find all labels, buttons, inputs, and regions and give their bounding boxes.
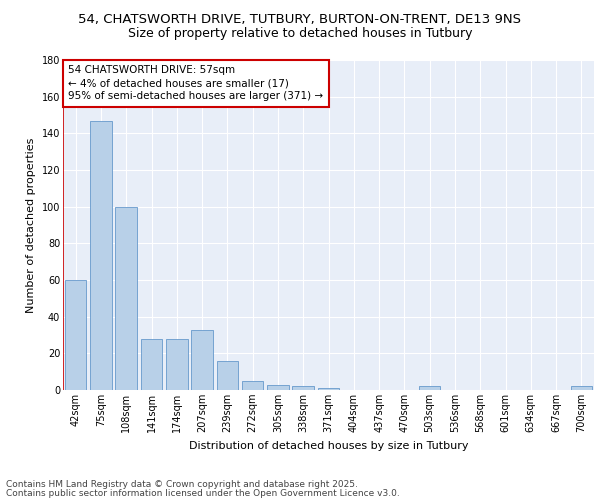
Bar xyxy=(166,338,188,390)
Bar xyxy=(571,386,592,390)
Bar xyxy=(292,386,314,390)
Bar xyxy=(115,206,137,390)
Y-axis label: Number of detached properties: Number of detached properties xyxy=(26,138,36,312)
Bar xyxy=(419,386,440,390)
Bar xyxy=(242,381,263,390)
Bar xyxy=(191,330,213,390)
Bar xyxy=(318,388,339,390)
Bar xyxy=(217,360,238,390)
Text: 54 CHATSWORTH DRIVE: 57sqm
← 4% of detached houses are smaller (17)
95% of semi-: 54 CHATSWORTH DRIVE: 57sqm ← 4% of detac… xyxy=(68,65,323,102)
Text: Contains public sector information licensed under the Open Government Licence v3: Contains public sector information licen… xyxy=(6,488,400,498)
Text: Size of property relative to detached houses in Tutbury: Size of property relative to detached ho… xyxy=(128,28,472,40)
Bar xyxy=(90,120,112,390)
Bar xyxy=(65,280,86,390)
Text: Contains HM Land Registry data © Crown copyright and database right 2025.: Contains HM Land Registry data © Crown c… xyxy=(6,480,358,489)
Bar xyxy=(267,384,289,390)
X-axis label: Distribution of detached houses by size in Tutbury: Distribution of detached houses by size … xyxy=(189,440,468,450)
Text: 54, CHATSWORTH DRIVE, TUTBURY, BURTON-ON-TRENT, DE13 9NS: 54, CHATSWORTH DRIVE, TUTBURY, BURTON-ON… xyxy=(79,12,521,26)
Bar xyxy=(141,338,162,390)
